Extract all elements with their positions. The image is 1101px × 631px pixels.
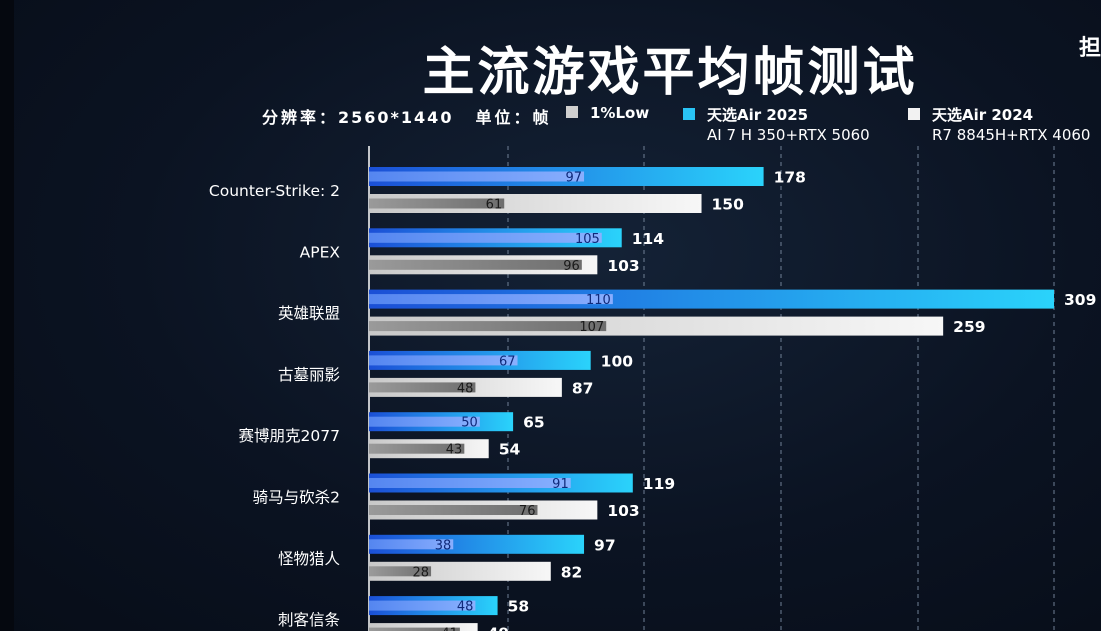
low-value-label: 38 [435,538,452,553]
category-label: 赛博朋克2077 [239,426,340,445]
low-value-label: 67 [499,354,516,369]
value-label: 54 [499,441,521,459]
low-bar-2024 [369,321,607,332]
side-glyph: 担 [1078,36,1101,61]
low-bar-2024 [369,382,476,393]
low-bar-2025 [369,294,613,305]
value-label: 150 [712,196,745,214]
low-value-label: 41 [441,627,458,631]
value-label: 114 [632,230,665,248]
legend-swatch-low [566,105,578,118]
legend-low-label: 1%Low [590,104,650,122]
value-label: 87 [572,379,594,397]
low-value-label: 107 [579,320,604,335]
value-label: 58 [508,598,530,616]
value-label: 259 [953,318,985,336]
value-label: 49 [488,625,510,631]
chart-title: 主流游戏平均帧测试 [422,43,918,103]
unit-label: 单位： [475,108,533,127]
low-bar-2025 [369,539,454,550]
legend-series-2025: 天选Air 2025 AI 7 H 350+RTX 5060 [683,105,870,145]
legend-2024-sub: R7 8845H+RTX 4060 [932,126,1091,144]
legend-low: 1%Low [566,103,649,123]
legend-swatch-2024 [908,107,920,120]
value-label: 103 [607,257,639,275]
low-bar-2025 [369,171,585,182]
low-value-label: 48 [457,381,474,396]
low-bar-2024 [369,198,505,209]
low-value-label: 43 [446,443,463,458]
low-value-label: 50 [461,416,478,431]
low-bar-2024 [369,505,538,515]
bar-2024 [369,623,478,631]
bars: Counter-Strike: 2 97 178 61 150 APEX 105 114 96 1… [209,167,1096,631]
low-bar-2025 [369,416,480,427]
low-bar-2025 [369,478,571,488]
low-bar-2024 [369,443,465,454]
resolution-label: 分辨率： [262,108,339,127]
category-label: 骑马与砍杀2 [253,489,340,507]
value-label: 103 [607,502,639,520]
category-label: 刺客信条 [278,611,340,629]
value-label: 178 [774,169,806,187]
low-bar-2025 [369,355,518,366]
value-label: 309 [1064,291,1096,309]
low-value-label: 28 [413,565,430,580]
category-label: 古墓丽影 [278,366,340,384]
value-label: 65 [523,414,545,432]
chart-meta: 分辨率：2560*1440 单位：帧 [262,104,572,128]
low-value-label: 48 [457,600,474,615]
category-label: 英雄联盟 [278,305,340,323]
resolution-value: 2560*1440 [338,108,454,127]
low-bar-2024 [369,566,432,577]
category-label: 怪物猎人 [278,550,340,568]
low-bar-2025 [369,232,602,243]
low-value-label: 76 [519,504,536,519]
low-value-label: 91 [552,477,569,492]
legend-2024-name: 天选Air 2024 [932,106,1034,124]
legend-2025-name: 天选Air 2025 [707,106,809,124]
category-label: Counter-Strike: 2 [209,182,340,200]
low-value-label: 105 [575,232,600,247]
legend-2025-sub: AI 7 H 350+RTX 5060 [707,126,870,144]
low-value-label: 96 [563,259,580,274]
legend-swatch-2025 [683,107,695,120]
value-label: 100 [601,352,634,370]
unit-value: 帧 [532,108,551,127]
value-label: 97 [594,536,616,554]
left-edge-bar [0,0,14,631]
value-label: 119 [643,475,675,493]
low-value-label: 110 [586,293,611,308]
low-value-label: 97 [565,171,582,186]
value-label: 82 [561,563,583,581]
low-value-label: 61 [486,198,503,213]
low-bar-2025 [369,600,476,611]
low-bar-2024 [369,627,460,631]
category-label: APEX [300,243,341,261]
low-bar-2024 [369,259,582,270]
legend-series-2024: 天选Air 2024 R7 8845H+RTX 4060 [908,105,1090,145]
